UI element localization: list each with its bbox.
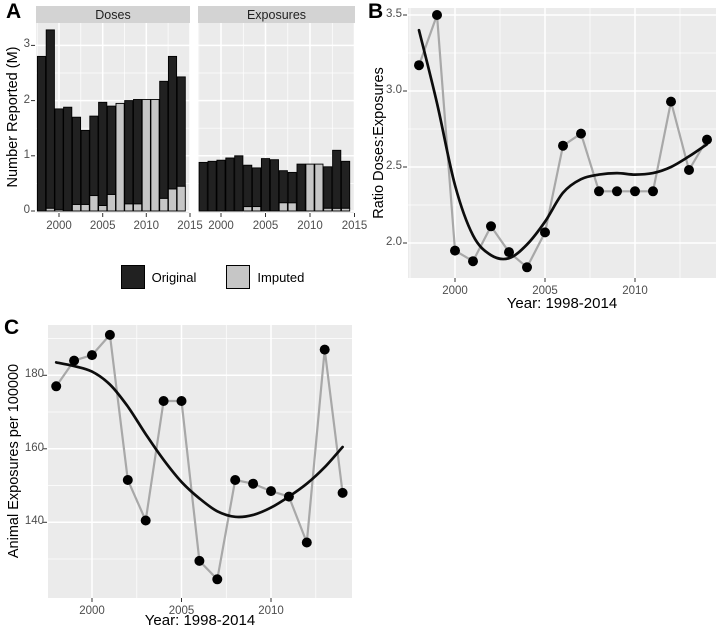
legend-item-original: Original <box>120 265 197 289</box>
panel-b-x-axis-title: Year: 1998-2014 <box>506 295 618 312</box>
y-tick-label: 180 <box>24 368 44 381</box>
x-axis-ticks: 2000 2005 2010 2015 <box>208 213 367 232</box>
doses-bar-chart: 2000 2005 2010 2015 <box>31 23 203 232</box>
svg-text:2010: 2010 <box>258 605 284 617</box>
ratio-scatter-chart: 2000 2005 2010 <box>403 8 716 297</box>
svg-text:2005: 2005 <box>532 285 558 297</box>
y-tick-label: 140 <box>24 515 44 528</box>
bars-group <box>36 29 186 212</box>
legend-label-imputed: Imputed <box>257 269 305 285</box>
svg-text:2010: 2010 <box>622 285 648 297</box>
x-axis-ticks: 2000 2005 2010 <box>442 278 648 297</box>
y-axis-ticks <box>43 374 47 523</box>
svg-text:2005: 2005 <box>90 220 116 232</box>
exposures-bar-chart: 2000 2005 2010 2015 <box>198 23 367 232</box>
y-tick-label: 0 <box>23 204 30 216</box>
data-points <box>414 10 712 273</box>
facet-strip-exposures-label: Exposures <box>246 7 307 22</box>
x-axis-ticks: 2000 2005 2010 2015 <box>46 213 203 232</box>
bars-group <box>198 149 351 212</box>
svg-text:2000: 2000 <box>208 220 234 232</box>
legend: Original Imputed <box>30 265 395 289</box>
panel-a: A Number Reported (M) Doses Exposures 20… <box>0 0 367 312</box>
data-points <box>51 329 348 585</box>
panel-a-y-axis-title: Number Reported (M) <box>5 46 21 188</box>
trend-line <box>417 28 709 261</box>
y-tick-label: 2.0 <box>386 236 402 248</box>
panel-c: C Animal Exposures per 100000 2000 2005 20… <box>0 315 362 633</box>
svg-text:2005: 2005 <box>169 605 195 617</box>
x-axis-ticks: 2000 2005 2010 <box>79 598 284 617</box>
y-tick-label: 2.5 <box>386 160 402 172</box>
svg-text:2000: 2000 <box>79 605 105 617</box>
panel-c-label: C <box>4 316 20 339</box>
legend-label-original: Original <box>151 269 197 285</box>
facet-strip-doses-label: Doses <box>95 7 131 22</box>
svg-text:2005: 2005 <box>253 220 279 232</box>
y-tick-label: 1 <box>23 148 30 161</box>
facet-strip-doses: Doses <box>36 6 190 23</box>
trend-line <box>54 361 344 519</box>
panel-a-label: A <box>6 0 22 23</box>
y-tick-label: 160 <box>24 441 44 454</box>
panel-c-x-axis-title: Year: 1998-2014 <box>144 612 256 629</box>
legend-swatch-original <box>120 265 145 289</box>
svg-text:2010: 2010 <box>134 220 160 232</box>
svg-text:2000: 2000 <box>442 285 468 297</box>
svg-text:2010: 2010 <box>297 220 323 232</box>
svg-text:2015: 2015 <box>177 220 203 232</box>
svg-text:2000: 2000 <box>46 220 72 232</box>
panel-c-y-axis-title: Animal Exposures per 100000 <box>6 363 22 559</box>
y-axis-ticks <box>31 44 35 212</box>
y-tick-label: 3.0 <box>386 84 402 96</box>
animal-exposures-scatter-chart: 2000 2005 2010 <box>43 325 352 617</box>
panel-b-label: B <box>368 0 384 23</box>
legend-item-imputed: Imputed <box>226 265 304 289</box>
panel-b: B Ratio Doses:Exposures 2000 2005 2010 2.0… <box>365 0 719 313</box>
y-tick-label: 2 <box>23 93 30 106</box>
facet-strip-exposures: Exposures <box>198 6 355 23</box>
legend-swatch-imputed <box>226 265 251 289</box>
y-tick-label: 3 <box>23 38 30 51</box>
svg-text:2015: 2015 <box>342 220 368 232</box>
y-tick-label: 3.5 <box>386 8 402 20</box>
y-axis-ticks <box>403 14 407 244</box>
